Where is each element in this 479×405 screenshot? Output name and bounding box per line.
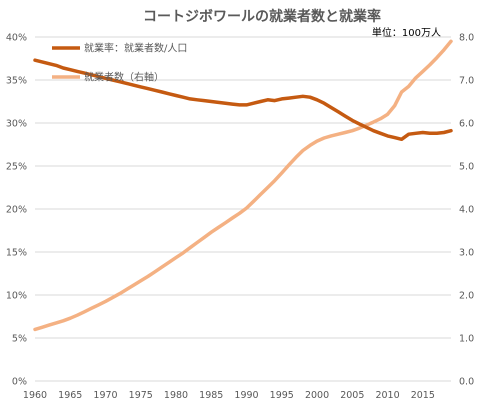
chart-title: コートジボワールの就業者数と就業率: [143, 8, 381, 25]
legend-label: 就業率：就業者数/人口: [84, 42, 187, 55]
left-tick-label: 5%: [12, 334, 27, 345]
left-tick-label: 25%: [6, 162, 27, 173]
right-tick-label: 8.0: [459, 33, 474, 44]
x-tick-label: 1960: [23, 390, 47, 401]
x-tick-label: 2005: [340, 390, 364, 401]
right-axis-ticks: 0.0 1.0 2.0 3.0 4.0 5.0 6.0 7.0 8.0: [459, 33, 474, 388]
right-tick-label: 7.0: [459, 76, 474, 87]
x-tick-label: 2010: [375, 390, 399, 401]
x-tick-label: 1965: [58, 390, 82, 401]
unit-label: 単位：100万人: [372, 26, 441, 39]
left-tick-label: 20%: [6, 205, 27, 216]
right-tick-label: 1.0: [459, 334, 474, 345]
x-tick-label: 1970: [93, 390, 117, 401]
x-axis-ticks: 1960 1965 1970 1975 1980 1985 1990 1995 2000 2005…: [23, 390, 435, 401]
series-line-left: [33, 58, 453, 142]
left-tick-label: 0%: [12, 377, 27, 388]
right-tick-label: 2.0: [459, 291, 474, 302]
x-tick-label: 1990: [234, 390, 258, 401]
x-tick-label: 1980: [164, 390, 188, 401]
left-tick-label: 10%: [6, 291, 27, 302]
x-tick-label: 2000: [305, 390, 329, 401]
x-tick-label: 2015: [411, 390, 435, 401]
right-tick-label: 5.0: [459, 162, 474, 173]
left-tick-label: 30%: [6, 119, 27, 130]
x-tick-label: 1985: [199, 390, 223, 401]
right-tick-label: 6.0: [459, 119, 474, 130]
right-tick-label: 4.0: [459, 205, 474, 216]
legend-label: 就業者数（右軸）: [84, 71, 164, 84]
left-axis-ticks: 0% 5% 10% 15% 20% 25% 30% 35% 40%: [6, 33, 27, 388]
left-tick-label: 15%: [6, 248, 27, 259]
left-tick-label: 40%: [6, 33, 27, 44]
left-tick-label: 35%: [6, 76, 27, 87]
right-tick-label: 3.0: [459, 248, 474, 259]
series-line-right: [33, 39, 453, 332]
series-lines: [33, 39, 453, 332]
x-tick-label: 1995: [270, 390, 294, 401]
right-tick-label: 0.0: [459, 377, 474, 388]
x-tick-label: 1975: [129, 390, 153, 401]
